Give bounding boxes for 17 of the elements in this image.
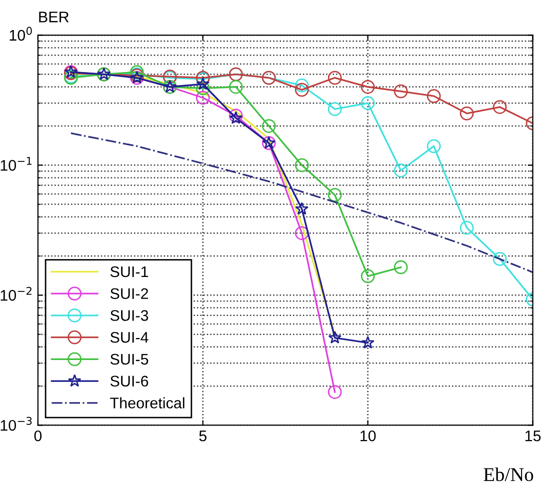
y-tick-label: 10$^{−2}$ bbox=[0, 286, 32, 301]
legend-label: SUI-2 bbox=[110, 288, 148, 300]
legend-label: SUI-1 bbox=[110, 266, 148, 278]
x-tick-label: 5 bbox=[199, 430, 206, 442]
y-tick-label: 10$^{−1}$ bbox=[0, 156, 32, 171]
x-axis-title: Eb/No bbox=[484, 467, 534, 482]
legend-label: SUI-5 bbox=[110, 354, 148, 365]
legend-label: SUI-6 bbox=[110, 376, 148, 387]
legend-label: SUI-4 bbox=[110, 332, 148, 343]
x-tick-label: 10 bbox=[360, 430, 376, 442]
y-tick-label: 10$^{−3}$ bbox=[0, 416, 32, 431]
y-axis-title: BER bbox=[39, 12, 69, 22]
x-tick-label: 0 bbox=[34, 430, 42, 442]
legend-label: Theoretical bbox=[110, 397, 184, 408]
x-tick-label: 15 bbox=[525, 430, 541, 442]
y-tick-label: 10$^{0}$ bbox=[10, 26, 32, 41]
legend-label: SUI-3 bbox=[110, 310, 148, 321]
